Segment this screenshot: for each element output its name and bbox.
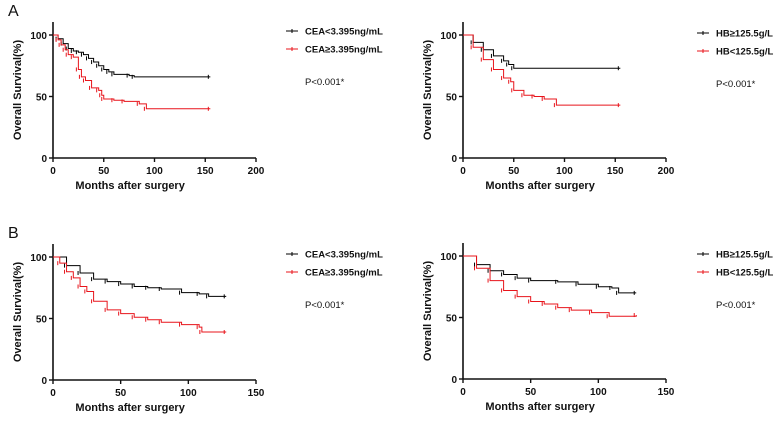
y-axis-label: Overall Survival(%) (422, 261, 434, 362)
p-value: P<0.001* (716, 79, 756, 90)
legend-label-1: CEA≥3.395ng/mL (305, 45, 383, 56)
x-tick-label: 150 (197, 166, 214, 177)
y-tick-label: 50 (446, 93, 458, 104)
x-tick-label: 150 (248, 388, 265, 399)
survival-curve-1 (463, 34, 621, 106)
y-tick-label: 0 (41, 376, 47, 387)
x-tick-label: 100 (146, 166, 163, 177)
legend-label-0: CEA<3.395ng/mL (305, 27, 383, 38)
y-tick-label: 50 (36, 93, 48, 104)
y-axis-label: Overall Survival(%) (12, 262, 24, 363)
x-axis-label: Months after surgery (75, 180, 185, 192)
x-axis-label: Months after surgery (485, 180, 595, 192)
x-tick-label: 200 (658, 166, 675, 177)
survival-curve-0 (53, 256, 227, 297)
chart-panel-0: A 0 50 100 150 200 0 50 100 Months after surgery O… (8, 3, 383, 192)
x-tick-label: 0 (50, 166, 56, 177)
legend-label-0: CEA<3.395ng/mL (305, 250, 383, 261)
survival-curve-0 (53, 34, 211, 78)
y-tick-label: 0 (41, 154, 47, 165)
x-tick-label: 0 (50, 388, 56, 399)
legend-label-1: CEA≥3.395ng/mL (305, 268, 383, 279)
x-tick-label: 150 (607, 166, 624, 177)
chart-panel-2: B 0 50 100 150 0 50 100 Months after surgery Over… (8, 225, 383, 414)
x-tick-label: 50 (115, 388, 127, 399)
panel-label: B (8, 225, 19, 242)
legend-label-0: HB≥125.5g/L (716, 29, 773, 40)
legend-label-1: HB<125.5g/L (716, 47, 773, 58)
x-tick-label: 100 (556, 166, 573, 177)
x-tick-label: 150 (658, 387, 675, 398)
panel-label: A (8, 3, 19, 20)
y-axis-label: Overall Survival(%) (422, 40, 434, 141)
p-value: P<0.001* (305, 77, 345, 88)
x-tick-label: 0 (460, 387, 466, 398)
y-tick-label: 0 (451, 375, 457, 386)
y-axis-label: Overall Survival(%) (12, 40, 24, 141)
p-value: P<0.001* (305, 300, 345, 311)
x-axis-label: Months after surgery (75, 402, 185, 414)
y-tick-label: 100 (30, 253, 47, 264)
survival-curve-1 (53, 256, 227, 333)
y-tick-label: 100 (30, 31, 47, 42)
survival-curve-1 (463, 255, 637, 317)
y-tick-label: 0 (451, 154, 457, 165)
x-axis-label: Months after surgery (485, 401, 595, 413)
x-tick-label: 100 (590, 387, 607, 398)
legend-label-1: HB<125.5g/L (716, 268, 773, 279)
x-tick-label: 50 (98, 166, 110, 177)
survival-curve-0 (463, 34, 621, 69)
p-value: P<0.001* (716, 300, 756, 311)
x-tick-label: 0 (460, 166, 466, 177)
x-tick-label: 100 (180, 388, 197, 399)
y-tick-label: 100 (440, 31, 457, 42)
x-tick-label: 50 (525, 387, 537, 398)
x-tick-label: 50 (508, 166, 520, 177)
chart-panel-3: 0 50 100 150 0 50 100 Months after surgery Overa… (422, 243, 773, 413)
chart-panel-1: 0 50 100 150 200 0 50 100 Months after surgery Ov… (422, 22, 773, 192)
y-tick-label: 50 (36, 315, 48, 326)
survival-curve-0 (463, 255, 637, 294)
y-tick-label: 100 (440, 252, 457, 263)
legend-label-0: HB≥125.5g/L (716, 250, 773, 261)
survival-curve-1 (53, 34, 211, 110)
y-tick-label: 50 (446, 314, 458, 325)
x-tick-label: 200 (248, 166, 265, 177)
